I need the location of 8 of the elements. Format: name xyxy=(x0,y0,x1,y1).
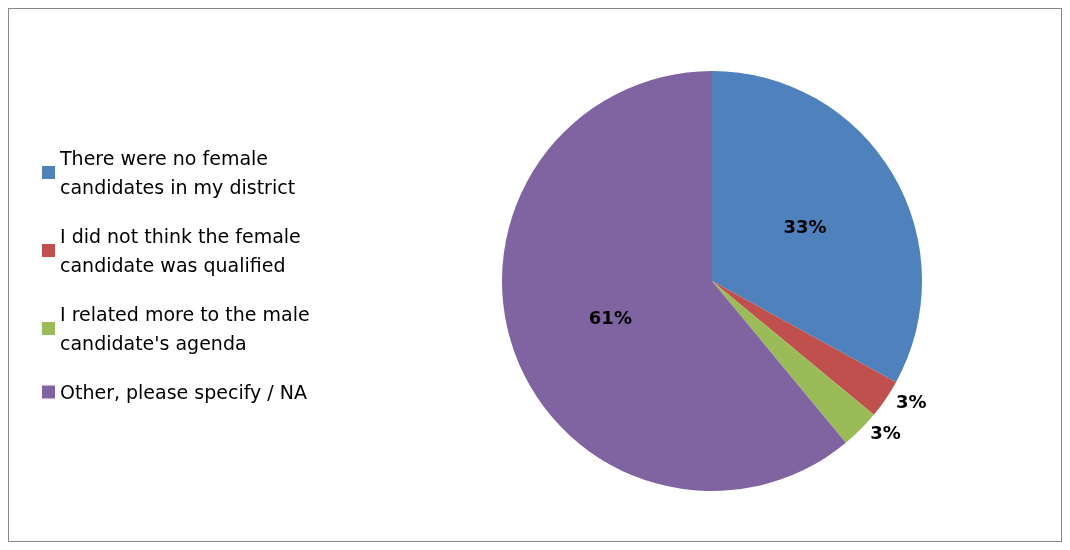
legend-label: There were no female candidates in my district xyxy=(59,147,296,198)
legend-label: Other, please specify / NA xyxy=(60,381,307,403)
legend-label: I related more to the male candidate's agenda xyxy=(60,303,316,354)
legend-label: I did not think the female candidate was qualified xyxy=(60,225,307,276)
data-label: 61% xyxy=(588,307,632,329)
data-label: 3% xyxy=(870,421,901,443)
data-label: 3% xyxy=(896,390,927,412)
data-label: 33% xyxy=(783,215,827,237)
